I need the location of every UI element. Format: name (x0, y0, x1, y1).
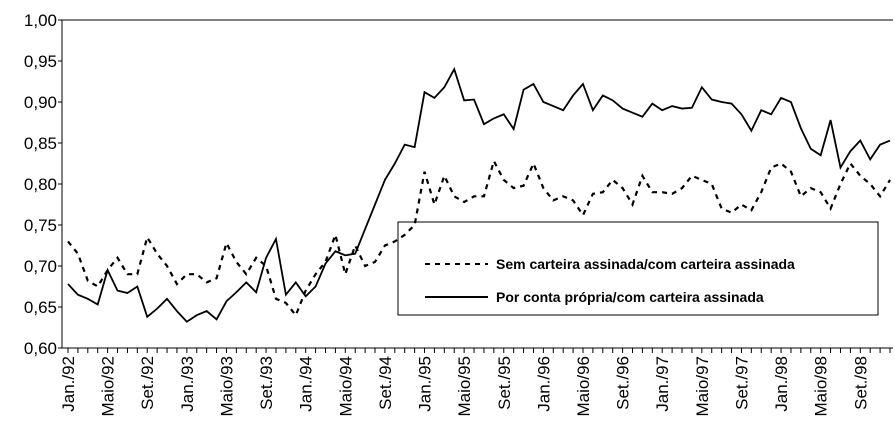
x-tick-label: Set./95 (495, 356, 514, 410)
y-tick-label: 0,60 (24, 339, 57, 358)
series-line (67, 158, 891, 318)
x-tick-label: Maio/97 (693, 356, 712, 416)
x-tick-label: Jan./97 (653, 356, 672, 412)
x-tick-label: Jan./95 (416, 356, 435, 412)
y-tick-label: 0,85 (24, 134, 57, 153)
legend-label: Por conta própria/com carteira assinada (496, 289, 764, 305)
x-tick-label: Maio/98 (812, 356, 831, 416)
x-tick-label: Maio/95 (455, 356, 474, 416)
legend (397, 221, 879, 316)
series-line (67, 66, 891, 323)
y-tick-label: 0,80 (24, 175, 57, 194)
x-tick-label: Set./98 (851, 356, 870, 410)
x-tick-label: Maio/93 (217, 356, 236, 416)
legend-label: Sem carteira assinada/com carteira assin… (496, 256, 795, 272)
y-tick-label: 0,75 (24, 216, 57, 235)
x-tick-label: Jan./98 (772, 356, 791, 412)
x-tick-label: Set./96 (614, 356, 633, 410)
y-tick-label: 1,00 (24, 11, 57, 30)
x-tick-label: Jan./94 (297, 356, 316, 412)
x-tick-label: Jan./96 (534, 356, 553, 412)
x-tick-label: Set./92 (138, 356, 157, 410)
x-tick-label: Jan./92 (59, 356, 78, 412)
x-tick-label: Jan./93 (178, 356, 197, 412)
y-tick-label: 0,65 (24, 298, 57, 317)
x-tick-label: Set./97 (732, 356, 751, 410)
x-tick-label: Maio/92 (99, 356, 118, 416)
x-tick-label: Maio/96 (574, 356, 593, 416)
x-tick-label: Set./94 (376, 356, 395, 410)
y-tick-label: 0,95 (24, 52, 57, 71)
y-tick-label: 0,90 (24, 93, 57, 112)
x-tick-label: Set./93 (257, 356, 276, 410)
y-tick-label: 0,70 (24, 257, 57, 276)
x-tick-label: Maio/94 (336, 356, 355, 416)
